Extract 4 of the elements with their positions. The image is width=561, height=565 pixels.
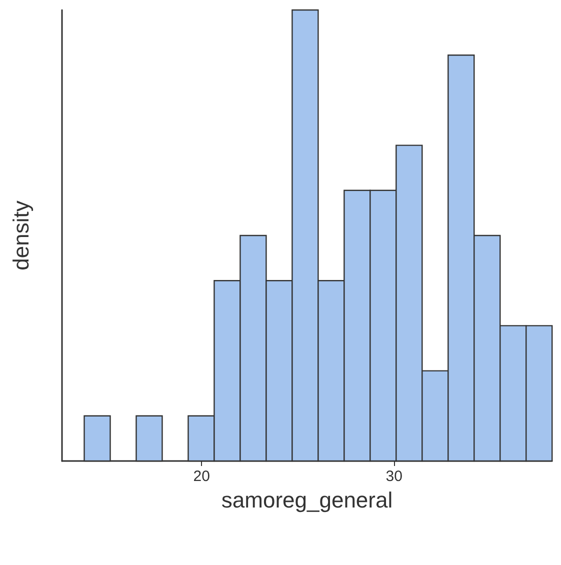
x-tick-label: 30 [386, 468, 402, 485]
y-axis-title: density [8, 200, 34, 270]
x-axis-title: samoreg_general [221, 488, 393, 512]
x-tick-label: 20 [193, 468, 210, 485]
